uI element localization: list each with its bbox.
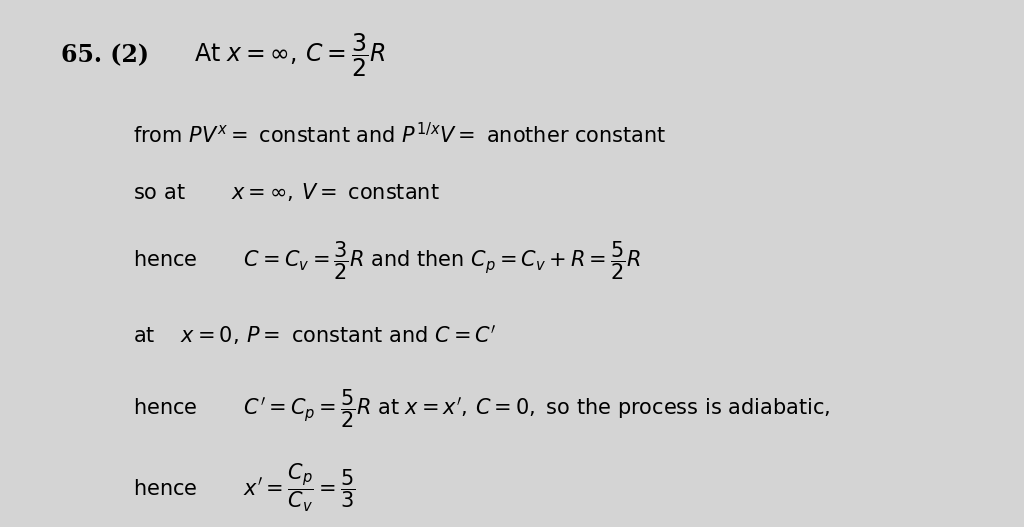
- Text: hence $\qquad C=C_v=\dfrac{3}{2}R$ and then $C_p=C_v+R=\dfrac{5}{2}R$: hence $\qquad C=C_v=\dfrac{3}{2}R$ and t…: [133, 240, 641, 282]
- Text: at $\quad x=0,\, P=$ constant and $C=C'$: at $\quad x=0,\, P=$ constant and $C=C'$: [133, 323, 497, 347]
- Text: 65. (2): 65. (2): [61, 43, 150, 67]
- Text: At $x=\infty,\, C=\dfrac{3}{2}R$: At $x=\infty,\, C=\dfrac{3}{2}R$: [179, 32, 385, 79]
- Text: hence $\qquad x'=\dfrac{C_p}{C_v}=\dfrac{5}{3}$: hence $\qquad x'=\dfrac{C_p}{C_v}=\dfrac…: [133, 461, 355, 514]
- Text: hence $\qquad C'=C_p=\dfrac{5}{2}R$ at $x=x',\, C=0,$ so the process is adiabati: hence $\qquad C'=C_p=\dfrac{5}{2}R$ at $…: [133, 387, 830, 430]
- Text: from $PV^{x}=$ constant and $P^{1/x}V=$ another constant: from $PV^{x}=$ constant and $P^{1/x}V=$ …: [133, 122, 667, 147]
- Text: so at $\qquad x=\infty,\, V=$ constant: so at $\qquad x=\infty,\, V=$ constant: [133, 181, 440, 203]
